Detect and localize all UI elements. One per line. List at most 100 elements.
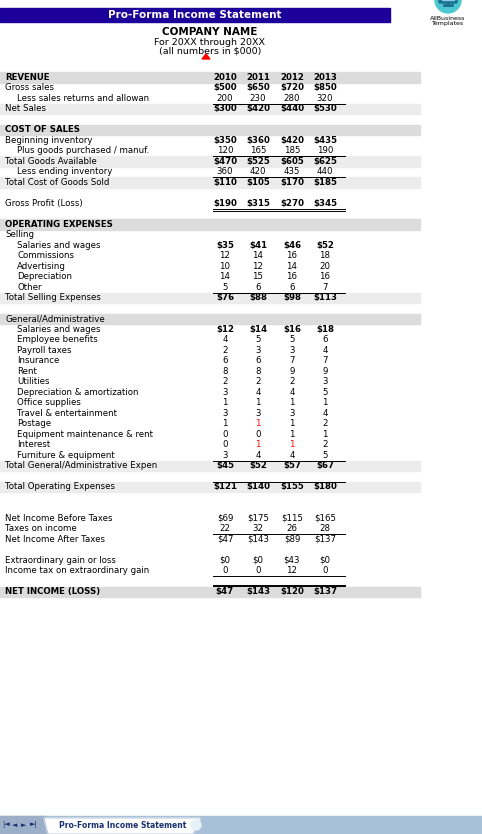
Text: 32: 32 [253,525,264,533]
Text: Pro-Forma Income Statement: Pro-Forma Income Statement [59,821,186,830]
Text: $69: $69 [217,514,233,523]
Text: $98: $98 [283,294,301,302]
Text: 3: 3 [222,450,228,460]
Text: Other: Other [17,283,41,292]
Text: 7: 7 [322,283,328,292]
Text: 5: 5 [255,335,261,344]
Text: $137: $137 [314,535,336,544]
Text: $12: $12 [216,324,234,334]
Text: 20: 20 [320,262,331,271]
Text: Commissions: Commissions [17,251,74,260]
Text: 2012: 2012 [280,73,304,82]
Text: 16: 16 [286,251,297,260]
Text: $76: $76 [216,294,234,302]
Polygon shape [435,0,461,13]
Text: 2: 2 [222,377,228,386]
Text: Depreciation: Depreciation [17,272,72,281]
Text: 1: 1 [289,420,295,428]
Text: $345: $345 [313,198,337,208]
Text: 1: 1 [289,430,295,439]
Bar [0,156,420,167]
Text: 6: 6 [289,283,295,292]
Text: 9: 9 [322,367,328,376]
Text: 18: 18 [320,251,331,260]
Text: Equipment maintenance & rent: Equipment maintenance & rent [17,430,153,439]
Bar [0,586,420,597]
Text: $113: $113 [313,294,337,302]
Text: 3: 3 [222,409,228,418]
Text: 1: 1 [289,399,295,407]
Text: Payroll taxes: Payroll taxes [17,346,71,354]
FancyBboxPatch shape [439,0,457,3]
Text: $45: $45 [216,461,234,470]
Text: 1: 1 [255,399,261,407]
Text: 4: 4 [255,450,261,460]
Bar [0,816,45,834]
Text: 8: 8 [255,367,261,376]
Text: Interest: Interest [17,440,50,450]
Text: AllBusiness: AllBusiness [430,16,466,21]
Text: $43: $43 [284,555,300,565]
Text: $170: $170 [280,178,304,187]
Text: $121: $121 [213,482,237,491]
Text: 26: 26 [286,525,297,533]
Text: $0: $0 [253,555,264,565]
Text: $52: $52 [316,241,334,249]
Text: 6: 6 [222,356,228,365]
Text: COMPANY NAME: COMPANY NAME [162,27,258,37]
Text: Total Operating Expenses: Total Operating Expenses [5,482,115,491]
Text: 2: 2 [222,346,228,354]
Bar [0,314,420,324]
Text: 5: 5 [222,283,228,292]
Text: 3: 3 [322,377,328,386]
Text: ◄: ◄ [13,822,18,828]
Text: 435: 435 [284,168,300,176]
Text: $720: $720 [280,83,304,93]
Text: Plus goods purchased / manuf.: Plus goods purchased / manuf. [17,146,149,155]
Text: 2: 2 [289,377,295,386]
Text: Beginning inventory: Beginning inventory [5,136,93,145]
Text: 5: 5 [322,388,328,397]
Bar [0,481,420,492]
Text: $137: $137 [313,587,337,596]
Circle shape [191,820,201,830]
Text: Templates: Templates [432,21,464,26]
Text: $16: $16 [283,324,301,334]
Text: General/Administrative: General/Administrative [5,314,105,324]
Text: $140: $140 [246,482,270,491]
Text: 12: 12 [253,262,264,271]
Text: 2011: 2011 [246,73,270,82]
Text: 1: 1 [322,430,328,439]
Text: 1: 1 [255,440,261,450]
Text: Salaries and wages: Salaries and wages [17,241,101,249]
Text: $120: $120 [280,587,304,596]
Text: 0: 0 [255,430,261,439]
Text: $175: $175 [247,514,269,523]
Text: Rent: Rent [17,367,37,376]
Bar [0,293,420,303]
Text: 2010: 2010 [213,73,237,82]
Text: 7: 7 [322,356,328,365]
Text: ►: ► [21,822,27,828]
Text: 185: 185 [284,146,300,155]
Text: $440: $440 [280,104,304,113]
Text: 10: 10 [219,262,230,271]
Text: 4: 4 [222,335,228,344]
Text: 3: 3 [289,346,295,354]
Text: $105: $105 [246,178,270,187]
Text: $180: $180 [313,482,337,491]
Text: $650: $650 [246,83,270,93]
Text: 4: 4 [255,388,261,397]
Text: $67: $67 [316,461,334,470]
Text: 2: 2 [322,420,328,428]
Text: 16: 16 [320,272,331,281]
Text: 5: 5 [289,335,295,344]
Text: $625: $625 [313,157,337,166]
Text: $46: $46 [283,241,301,249]
Text: $57: $57 [283,461,301,470]
Text: 28: 28 [320,525,331,533]
Text: Gross Profit (Loss): Gross Profit (Loss) [5,198,82,208]
Text: $155: $155 [280,482,304,491]
Text: For 20XX through 20XX: For 20XX through 20XX [155,38,266,47]
Text: Net Sales: Net Sales [5,104,46,113]
